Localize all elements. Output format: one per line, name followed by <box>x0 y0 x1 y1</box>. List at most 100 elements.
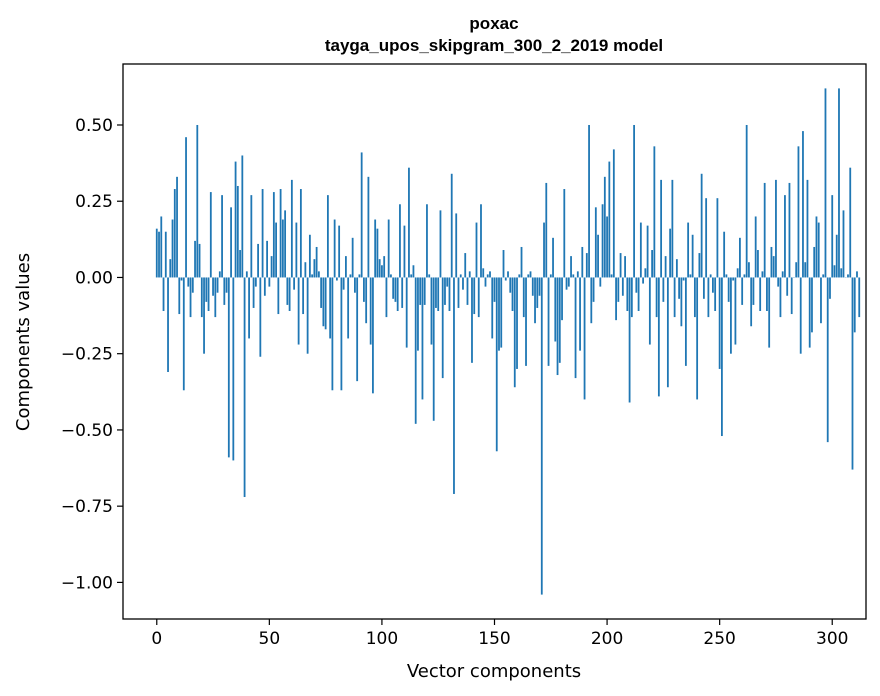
bar-191 <box>585 253 588 278</box>
chart-subtitle: tayga_upos_skipgram_300_2_2019 model <box>325 36 663 55</box>
bar-0 <box>155 228 158 278</box>
bar-54 <box>277 277 280 315</box>
bar-141 <box>473 277 476 315</box>
bar-216 <box>642 277 644 284</box>
bar-76 <box>326 195 329 278</box>
bar-312 <box>858 277 861 318</box>
bar-223 <box>657 277 660 397</box>
bar-269 <box>761 271 764 278</box>
x-axis: 0 50 100 150 200 250 300 <box>151 619 848 649</box>
bar-175 <box>549 274 552 278</box>
bar-209 <box>626 277 629 311</box>
bar-290 <box>808 277 811 348</box>
bar-272 <box>768 277 771 348</box>
bar-169 <box>536 277 539 308</box>
bar-243 <box>702 277 705 299</box>
bar-16 <box>191 277 194 293</box>
bar-87 <box>351 237 354 278</box>
bar-298 <box>826 277 829 443</box>
bar-242 <box>700 173 703 278</box>
bar-266 <box>754 216 757 278</box>
bar-77 <box>329 277 332 339</box>
bar-199 <box>603 176 606 278</box>
bar-116 <box>417 277 419 351</box>
bar-289 <box>806 179 809 278</box>
bar-213 <box>635 277 638 293</box>
bar-311 <box>856 271 858 278</box>
bar-143 <box>477 277 480 318</box>
bar-302 <box>835 234 838 278</box>
bar-210 <box>628 277 631 403</box>
bar-53 <box>275 222 277 278</box>
bar-36 <box>236 185 239 278</box>
x-tick-label: 0 <box>151 629 162 649</box>
bar-17 <box>194 240 196 278</box>
bar-112 <box>408 167 410 278</box>
bar-69 <box>311 274 314 278</box>
bar-91 <box>360 152 363 278</box>
bar-57 <box>284 210 287 278</box>
bar-194 <box>592 277 595 302</box>
bar-45 <box>257 243 259 278</box>
bar-295 <box>820 277 822 324</box>
bar-32 <box>227 277 230 458</box>
bar-245 <box>707 277 710 318</box>
bar-97 <box>374 219 377 278</box>
bar-95 <box>369 277 372 345</box>
bar-28 <box>218 271 221 278</box>
bar-13 <box>185 137 187 278</box>
bar-222 <box>655 277 658 318</box>
bar-236 <box>687 222 690 278</box>
bar-42 <box>250 195 253 278</box>
bar-226 <box>664 256 667 278</box>
x-tick-label: 200 <box>591 629 623 649</box>
bar-204 <box>615 277 617 321</box>
bar-178 <box>556 277 559 376</box>
bar-71 <box>315 246 318 278</box>
bar-22 <box>205 277 208 302</box>
bar-118 <box>421 277 424 400</box>
bar-134 <box>457 277 460 308</box>
bar-9 <box>176 176 178 278</box>
bar-274 <box>772 256 775 278</box>
bar-140 <box>471 277 473 363</box>
x-tick-label: 150 <box>478 629 510 649</box>
bar-19 <box>198 243 201 278</box>
bar-268 <box>759 277 762 311</box>
bar-232 <box>678 277 681 299</box>
bar-259 <box>739 237 741 278</box>
bar-82 <box>340 277 343 391</box>
bar-200 <box>606 216 608 278</box>
bar-275 <box>775 179 777 278</box>
bar-136 <box>462 277 464 290</box>
bar-27 <box>216 277 219 293</box>
bar-115 <box>414 277 417 424</box>
bar-29 <box>221 195 223 278</box>
bar-203 <box>612 149 615 278</box>
bar-215 <box>639 222 642 278</box>
bar-2 <box>160 216 163 278</box>
bar-47 <box>261 189 264 278</box>
bar-233 <box>680 277 683 327</box>
y-axis: 0.50 0.25 0.00 −0.25 −0.50 −0.75 −1.00 <box>61 116 123 593</box>
bar-67 <box>306 277 309 354</box>
bar-15 <box>189 277 192 318</box>
bar-240 <box>696 277 699 400</box>
bar-187 <box>576 271 579 278</box>
bar-294 <box>817 222 820 278</box>
bar-89 <box>356 277 359 382</box>
bar-224 <box>660 179 663 278</box>
bar-25 <box>212 277 214 296</box>
bars-group <box>155 88 861 595</box>
bar-183 <box>567 277 570 287</box>
bar-251 <box>721 277 723 437</box>
bar-6 <box>169 259 172 278</box>
bar-58 <box>286 277 289 305</box>
bar-146 <box>484 277 487 287</box>
bar-98 <box>376 228 379 278</box>
y-tick-label: −0.75 <box>61 497 113 517</box>
x-tick-label: 100 <box>366 629 398 649</box>
bar-207 <box>621 277 624 296</box>
bar-152 <box>498 277 500 351</box>
